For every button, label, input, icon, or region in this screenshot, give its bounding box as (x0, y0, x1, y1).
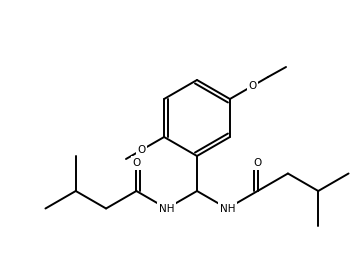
Text: O: O (248, 81, 257, 91)
Text: O: O (137, 145, 146, 155)
Text: O: O (253, 158, 262, 168)
Text: NH: NH (159, 204, 175, 214)
Text: NH: NH (219, 204, 235, 214)
Text: O: O (132, 158, 141, 168)
